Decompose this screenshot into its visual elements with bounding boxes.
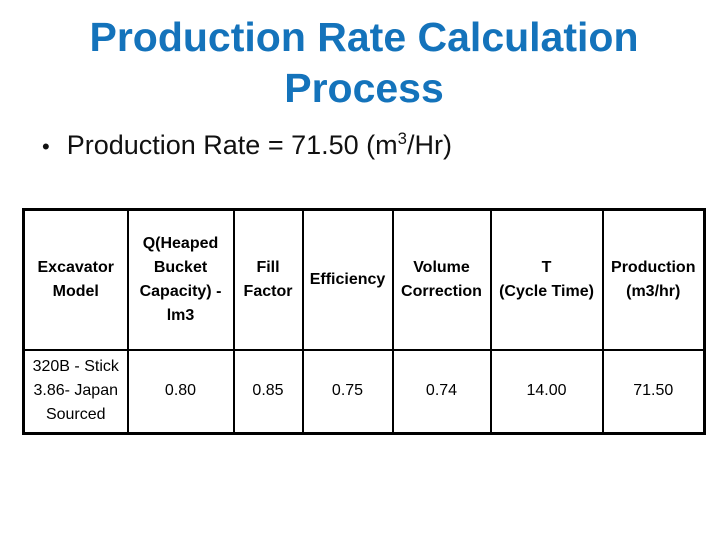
header-fill-factor: Fill Factor: [232, 208, 304, 351]
table-body: 320B - Stick 3.86- Japan Sourced 0.80 0.…: [22, 348, 706, 435]
header-production: Production (m3/hr): [601, 208, 706, 351]
slide-title-line-2: Process: [284, 65, 444, 111]
header-excavator-model: Excavator Model: [22, 208, 129, 351]
production-rate-statement: Production Rate = 71.50 (m3/Hr): [67, 129, 452, 161]
cell-production: 71.50: [601, 348, 706, 435]
slide-title-line-1: Production Rate Calculation: [89, 14, 639, 60]
table-row: 320B - Stick 3.86- Japan Sourced 0.80 0.…: [22, 348, 706, 435]
table-header: Excavator Model Q(Heaped Bucket Capacity…: [22, 208, 706, 351]
table-header-row: Excavator Model Q(Heaped Bucket Capacity…: [22, 208, 706, 351]
bullet-item: • Production Rate = 71.50 (m3/Hr): [42, 129, 452, 163]
header-efficiency: Efficiency: [301, 208, 394, 351]
cell-volume-correction: 0.74: [391, 348, 492, 435]
cell-excavator-model: 320B - Stick 3.86- Japan Sourced: [22, 348, 129, 435]
cell-cycle-time: 14.00: [489, 348, 604, 435]
header-cycle-time: T (Cycle Time): [489, 208, 604, 351]
header-bucket-capacity: Q(Heaped Bucket Capacity) - lm3: [126, 208, 235, 351]
header-volume-correction: Volume Correction: [391, 208, 492, 351]
cubic-superscript: 3: [397, 129, 407, 148]
production-rate-unit: /Hr): [406, 130, 452, 160]
cell-efficiency: 0.75: [301, 348, 394, 435]
bullet-marker-icon: •: [42, 134, 50, 159]
production-rate-text: Production Rate = 71.50 (m: [66, 130, 398, 160]
production-rate-table: Excavator Model Q(Heaped Bucket Capacity…: [22, 208, 706, 435]
slide-title: Production Rate Calculation Process: [0, 12, 728, 114]
cell-fill-factor: 0.85: [232, 348, 304, 435]
cell-bucket-capacity: 0.80: [126, 348, 235, 435]
